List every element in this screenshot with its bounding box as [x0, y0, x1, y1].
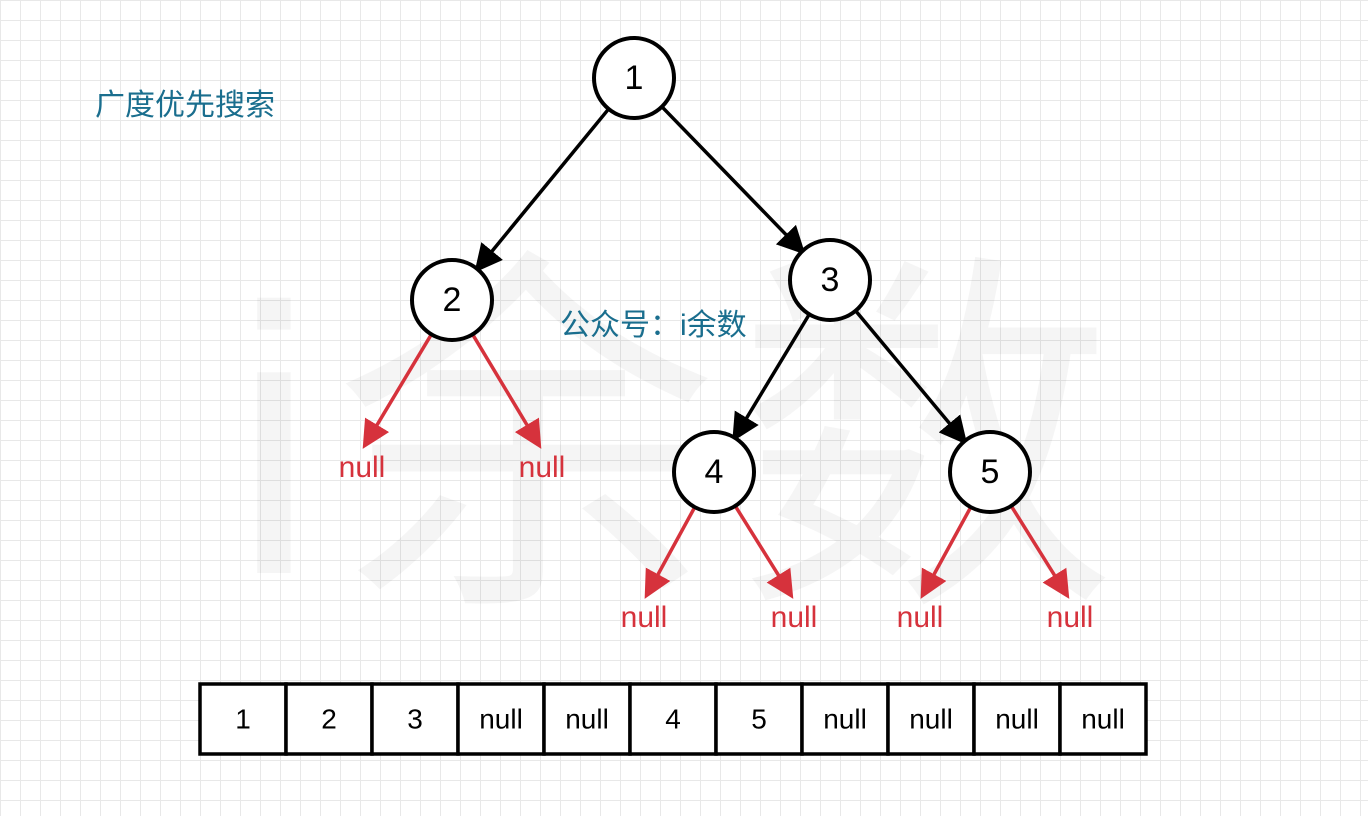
tree-diagram: null null null null null null 1 2 3 4 5 1 2 3 null nu… [0, 0, 1368, 816]
null-edge [923, 507, 971, 595]
array-cell-label: null [909, 704, 953, 735]
null-edge [365, 334, 431, 445]
tree-edge [662, 107, 802, 252]
tree-node-label: 1 [625, 59, 644, 97]
tree-edge [856, 311, 965, 442]
array-cell-label: 3 [407, 704, 423, 735]
tree-node-label: 5 [981, 453, 1000, 491]
tree-edge [735, 314, 810, 438]
array-cell-label: null [565, 704, 609, 735]
array-cell-label: null [1081, 704, 1125, 735]
null-label: null [897, 601, 944, 634]
null-edge [647, 507, 695, 595]
null-edge [473, 334, 539, 445]
null-label: null [621, 601, 668, 634]
tree-node-label: 2 [443, 281, 462, 319]
null-label: null [1047, 601, 1094, 634]
tree-edge [477, 109, 608, 269]
array-cell-label: null [479, 704, 523, 735]
tree-node-label: 3 [821, 261, 840, 299]
array-layer: 1 2 3 null null 4 5 null null null null [200, 684, 1146, 754]
array-cell-label: 2 [321, 704, 337, 735]
null-label: null [519, 451, 566, 484]
tree-node-label: 4 [705, 453, 724, 491]
null-label: null [771, 601, 818, 634]
array-cell-label: 4 [665, 704, 681, 735]
array-cell-label: null [823, 704, 867, 735]
array-cell-label: null [995, 704, 1039, 735]
array-cell-label: 1 [235, 704, 251, 735]
edges-layer [477, 107, 964, 442]
null-label: null [339, 451, 386, 484]
array-cell-label: 5 [751, 704, 767, 735]
null-edge [1011, 506, 1067, 595]
nodes-layer: 1 2 3 4 5 [412, 38, 1030, 512]
null-edge [735, 506, 791, 595]
